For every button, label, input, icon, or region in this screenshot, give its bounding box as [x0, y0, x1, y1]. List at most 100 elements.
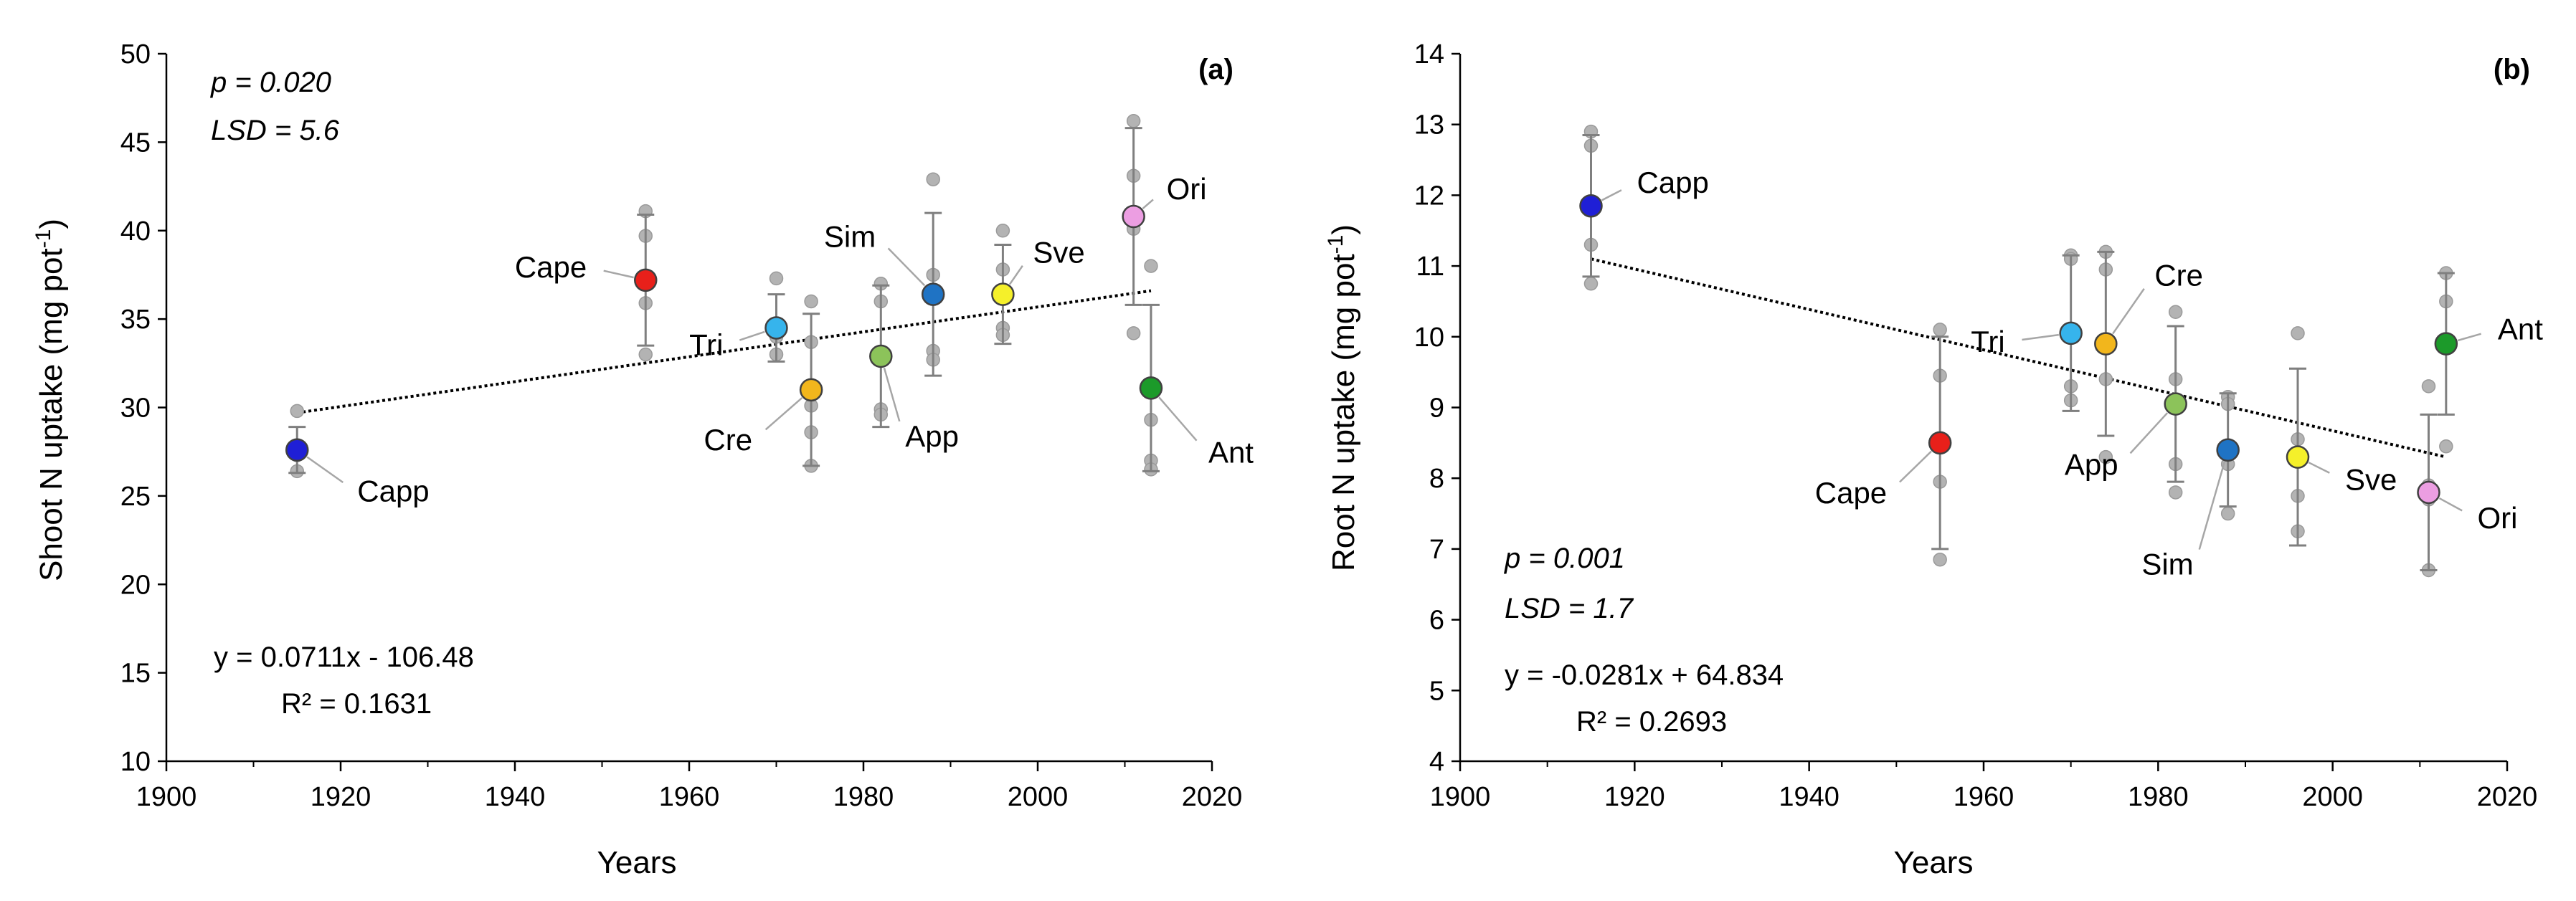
panel-a-y-tick-label: 30: [120, 394, 151, 424]
panel-b-data-points: [1579, 124, 2458, 578]
panel-a-x-tick-label: 1980: [833, 782, 894, 812]
panel-a-cultivar-sim: [921, 172, 945, 377]
panel-b-x-tick-label: 1920: [1604, 782, 1665, 812]
cultivar-label-sim: Sim: [824, 220, 876, 254]
replicate-point: [1583, 277, 1599, 291]
label-leader-line: [1601, 189, 1622, 201]
panel-b-p-value: p = 0.001: [1504, 543, 1625, 574]
panel-b-y-tick-label: 14: [1414, 39, 1444, 70]
cultivar-label-app: App: [905, 419, 959, 453]
cultivar-label-capp: Capp: [1637, 166, 1709, 199]
panel-b-y-tick-label: 8: [1429, 464, 1444, 494]
cultivar-label-sve: Sve: [2345, 463, 2397, 497]
replicate-point: [2220, 506, 2235, 521]
label-leader-line: [1899, 450, 1932, 483]
panel-a-cultivar-app: [869, 277, 893, 429]
panel-a-p-value: p = 0.020: [210, 67, 331, 98]
mean-point: [799, 378, 823, 402]
panel-b-cultivar-ori: [2417, 379, 2440, 578]
panel-b-x-tick-label: 1980: [2128, 782, 2189, 812]
panel-a-x-tick-label: 1900: [136, 782, 197, 812]
cultivar-label-tri: Tri: [689, 328, 723, 361]
panel-b-cultivar-labels: Capp Cape Tri Cre App Sim Sve Ori Ant: [1601, 166, 2543, 581]
panel-b-x-tick-label: 1960: [1954, 782, 2014, 812]
cultivar-label-sve: Sve: [1033, 236, 1084, 270]
cultivar-label-cre: Cre: [704, 423, 752, 457]
label-leader-line: [883, 367, 901, 422]
panel-a-trendline: [296, 289, 1152, 414]
panel-a-trend-line: [296, 289, 1152, 414]
mean-point: [1928, 431, 1952, 455]
panel-a-y-tick-label: 20: [120, 570, 151, 600]
panel-b-equation: y = -0.0281x + 64.834: [1505, 659, 1784, 691]
panel-a-y-tick-label: 35: [120, 305, 151, 335]
panel-a-cultivar-cape: [634, 204, 658, 362]
replicate-point: [290, 404, 304, 419]
panel-b-root-n-uptake: 4 5 6 7 8 9 10 11 12 13 14 1900 1920 1940 1960 1980 2000…: [1324, 39, 2543, 880]
label-leader-line: [2129, 412, 2169, 454]
panel-b-x-tick-label: 1940: [1779, 782, 1839, 812]
label-leader-line: [887, 247, 926, 287]
panel-b-trendline: [1591, 257, 2447, 459]
replicate-point: [2168, 485, 2183, 500]
mean-point: [869, 344, 893, 368]
cultivar-label-sim: Sim: [2141, 548, 2193, 581]
panel-a-y-axis-title: Shoot N uptake (mg pot-1): [32, 219, 69, 581]
panel-b-trend-line: [1591, 257, 2447, 459]
cultivar-label-capp: Capp: [357, 475, 429, 508]
panel-a-r-squared: R² = 0.1631: [281, 688, 432, 720]
label-leader-line: [2022, 333, 2059, 341]
mean-point: [991, 282, 1015, 306]
mean-point: [2434, 332, 2458, 356]
panel-b-y-tick-label: 5: [1429, 676, 1444, 706]
label-leader-line: [1009, 264, 1023, 285]
label-leader-line: [2198, 461, 2226, 550]
cultivar-label-cre: Cre: [2154, 259, 2203, 292]
label-leader-line: [1158, 396, 1198, 442]
panel-b-tag: (b): [2494, 54, 2530, 85]
cultivar-label-cape: Cape: [515, 250, 587, 284]
label-leader-line: [603, 270, 634, 279]
mean-point: [764, 316, 788, 340]
mean-point: [2216, 438, 2240, 462]
panel-a-y-tick-label: 40: [120, 216, 151, 247]
panel-b-y-tick-label: 6: [1429, 606, 1444, 636]
panel-a-data-points: [285, 114, 1163, 479]
panel-b-cultivar-tri: [2059, 248, 2083, 412]
panel-b-y-tick-label: 10: [1414, 323, 1444, 353]
panel-b-y-tick-label: 9: [1429, 394, 1444, 424]
panel-b-lsd: LSD = 1.7: [1505, 593, 1634, 624]
replicate-point: [2421, 379, 2436, 394]
panel-a-y-tick-label: 10: [120, 747, 151, 777]
mean-point: [921, 282, 945, 306]
panel-b-x-axis-title: Years: [1894, 845, 1974, 880]
panel-b-cultivar-capp: [1579, 124, 1603, 291]
replicate-point: [2098, 449, 2113, 464]
panel-b-axes: 4 5 6 7 8 9 10 11 12 13 14 1900 1920 1940 1960 1980 2000…: [1414, 39, 2538, 812]
panel-b-y-tick-label: 11: [1416, 252, 1444, 282]
panel-a-tag: (a): [1198, 54, 1233, 85]
mean-point: [634, 268, 658, 292]
panel-b-cultivar-app: [2164, 305, 2187, 500]
panel-b-y-axis-title: Root N uptake (mg pot-1): [1324, 224, 1361, 571]
label-leader-line: [764, 397, 803, 431]
panel-a-x-tick-label: 1960: [659, 782, 720, 812]
panel-a-x-tick-label: 1940: [485, 782, 546, 812]
panel-a-y-tick-label: 25: [120, 482, 151, 512]
replicate-point: [926, 172, 940, 186]
mean-point: [2286, 445, 2310, 469]
panel-b-cultivar-cape: [1928, 323, 1952, 567]
replicate-point: [1933, 323, 1947, 337]
panel-b-cultivar-cre: [2094, 244, 2118, 464]
replicate-point: [2439, 439, 2453, 454]
replicate-point: [2168, 305, 2183, 320]
cultivar-label-ori: Ori: [2478, 501, 2518, 535]
panel-a-x-axis-title: Years: [597, 845, 677, 880]
panel-a-x-tick-label: 1920: [311, 782, 371, 812]
label-leader-line: [2308, 462, 2330, 474]
panel-a-cultivar-ant: [1139, 259, 1163, 477]
cultivar-label-cape: Cape: [1815, 476, 1887, 510]
cultivar-label-ant: Ant: [1208, 435, 1254, 469]
panel-b-y-tick-label: 4: [1429, 747, 1444, 777]
replicate-point: [769, 271, 784, 286]
